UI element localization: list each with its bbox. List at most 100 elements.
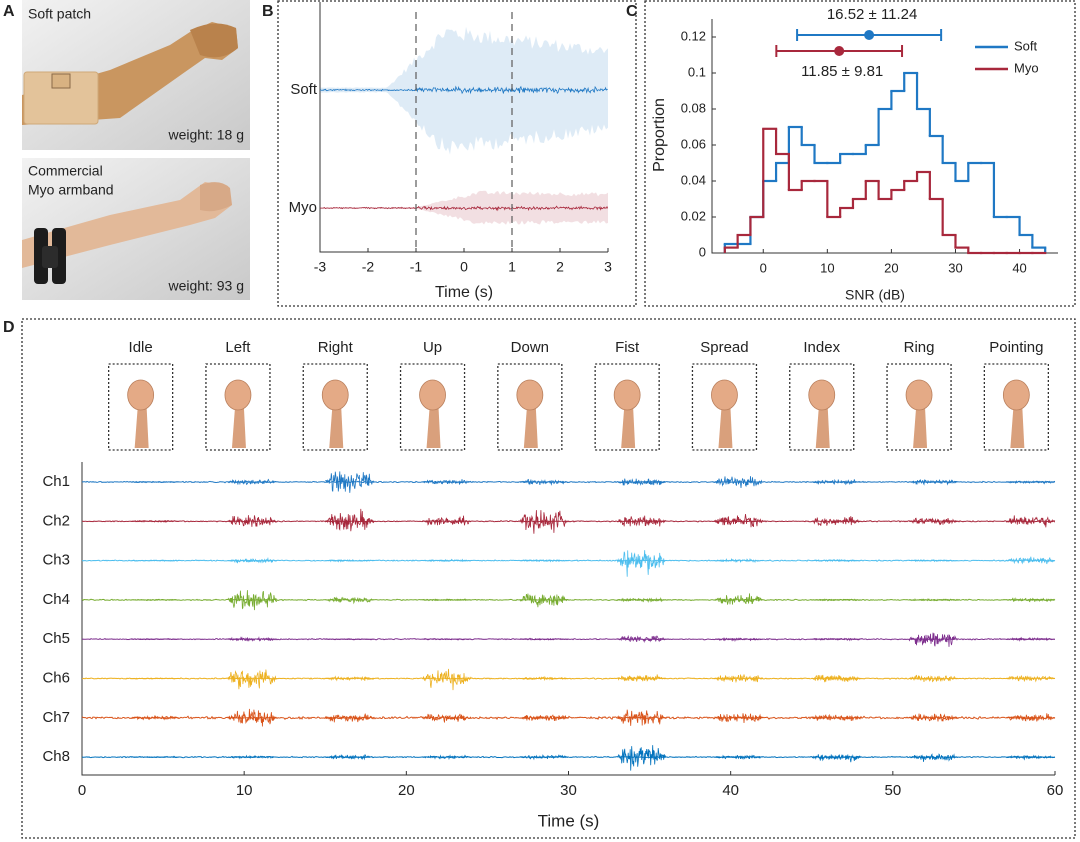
gesture-image	[711, 379, 738, 411]
x-tick-label: 40	[722, 782, 739, 799]
emg-burst	[227, 515, 277, 527]
gesture-label: Left	[225, 339, 251, 356]
photo-soft-patch	[22, 0, 250, 150]
gesture-image-frame	[886, 363, 952, 451]
emg-burst	[519, 754, 569, 761]
x-tick-label: 30	[948, 260, 962, 275]
gesture-label: Right	[318, 339, 354, 356]
emg-burst	[130, 480, 180, 484]
emg-burst	[908, 632, 958, 647]
gesture-image-frame	[497, 363, 563, 451]
series-label: Myo	[289, 199, 317, 216]
emg-burst	[422, 668, 472, 691]
emg-burst	[617, 709, 667, 726]
x-tick-label: 0	[460, 259, 468, 275]
emg-burst	[1006, 597, 1056, 603]
emg-burst	[714, 476, 764, 488]
emg-burst	[519, 558, 569, 563]
emg-burst	[519, 637, 569, 641]
emg-burst	[422, 598, 471, 602]
x-tick-label: 3	[604, 259, 612, 275]
emg-burst	[130, 520, 180, 523]
gesture-image	[134, 408, 149, 448]
gesture-image-frame	[789, 363, 855, 451]
emg-burst	[130, 756, 180, 759]
gesture-image	[419, 379, 446, 411]
gesture-image	[613, 379, 641, 411]
emg-burst	[1005, 515, 1056, 528]
x-tick-label: 60	[1047, 782, 1064, 799]
emg-burst	[325, 471, 375, 493]
emg-burst	[811, 478, 861, 486]
emg-burst	[1006, 556, 1056, 565]
panel-frame	[21, 318, 1076, 839]
emg-burst	[325, 559, 374, 563]
emg-burst	[422, 558, 472, 563]
x-axis-label: Time (s)	[435, 284, 493, 301]
axis-line	[81, 462, 1055, 776]
gesture-image	[1002, 379, 1030, 411]
y-tick-label: 0	[699, 244, 706, 259]
gesture-label: Index	[803, 339, 840, 356]
gesture-image	[815, 408, 830, 448]
emg-burst	[616, 674, 666, 682]
emg-burst	[325, 638, 374, 641]
emg-burst	[227, 590, 277, 611]
gesture-image-frame	[594, 363, 660, 451]
x-tick-label: 10	[236, 782, 253, 799]
gesture-image-frame	[108, 363, 174, 451]
emg-burst	[227, 556, 277, 564]
x-tick-label: 20	[884, 260, 898, 275]
emg-burst	[616, 478, 667, 486]
gesture-image-frame	[302, 363, 368, 451]
emg-burst	[1006, 674, 1056, 683]
photo-weight: weight: 93 g	[168, 278, 245, 294]
y-tick-label: 0.1	[688, 64, 706, 79]
emg-burst	[519, 593, 569, 608]
emg-burst	[1006, 636, 1055, 642]
gesture-image	[808, 379, 836, 411]
emg-burst	[617, 597, 666, 603]
panel-frame	[644, 0, 1076, 307]
channel-label: Ch4	[42, 591, 70, 608]
legend-label: Myo	[1014, 60, 1039, 75]
gesture-image	[1010, 408, 1025, 448]
emg-burst	[617, 745, 667, 771]
channel-label: Ch8	[42, 748, 70, 765]
emg-burst	[714, 636, 763, 642]
x-tick-label: -3	[314, 259, 327, 275]
signal-trace	[319, 205, 609, 212]
emg-burst	[130, 714, 180, 721]
emg-burst	[811, 754, 861, 763]
gesture-label: Down	[511, 339, 549, 356]
x-tick-label: 0	[760, 260, 767, 275]
emg-burst	[1006, 480, 1055, 485]
emg-burst	[519, 510, 569, 534]
gesture-image	[224, 379, 252, 411]
emg-burst	[325, 596, 375, 605]
gesture-label: Ring	[904, 339, 935, 356]
emg-burst	[227, 478, 277, 486]
emg-burst	[811, 637, 861, 642]
emg-burst	[130, 638, 180, 641]
channel-label: Ch6	[42, 669, 70, 686]
summary-label: 11.85 ± 9.81	[801, 63, 883, 80]
gesture-image	[426, 408, 441, 448]
gesture-image	[321, 379, 349, 411]
emg-burst	[714, 713, 764, 724]
gesture-image	[127, 379, 155, 411]
emg-burst	[422, 754, 472, 761]
y-axis-label: Proportion	[651, 98, 668, 172]
emg-burst	[227, 636, 277, 642]
x-tick-label: -1	[410, 259, 423, 275]
gesture-image	[523, 408, 538, 448]
emg-burst	[519, 714, 569, 721]
emg-burst	[422, 713, 472, 723]
emg-burst	[617, 515, 666, 527]
gesture-image	[913, 408, 928, 448]
summary-label: 16.52 ± 11.24	[827, 6, 918, 23]
x-axis-label: Time (s)	[538, 811, 600, 830]
x-tick-label: -2	[362, 259, 375, 275]
emg-burst	[1006, 713, 1055, 722]
